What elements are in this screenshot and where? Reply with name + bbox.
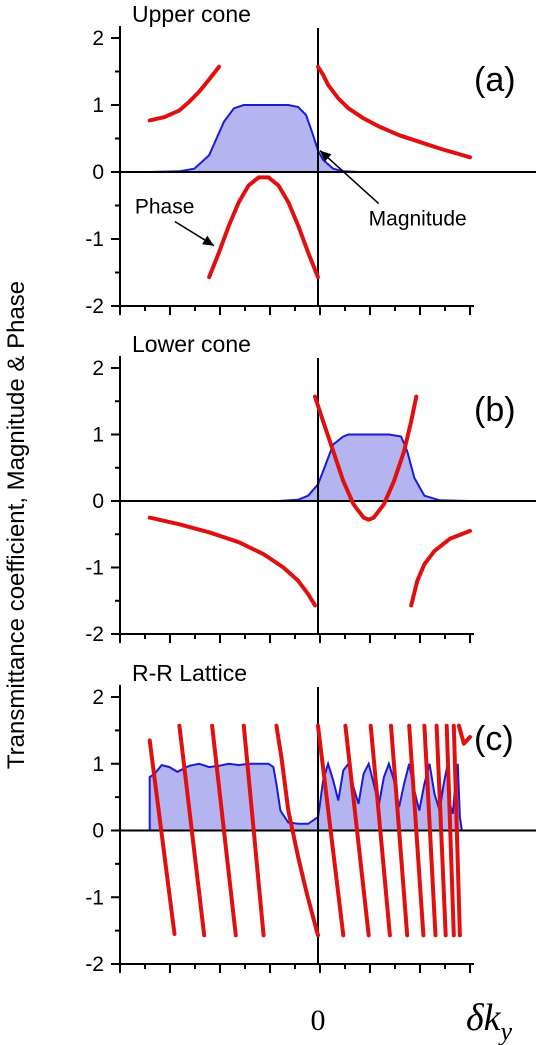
y-tick-label: -1 bbox=[85, 557, 104, 580]
phase-annotation: Phase bbox=[135, 196, 195, 219]
phase-curve-2 bbox=[313, 394, 419, 522]
y-tick-label: 2 bbox=[92, 686, 104, 709]
y-tick-label: -1 bbox=[85, 228, 104, 251]
phase-curve-8 bbox=[368, 723, 392, 938]
x-axis-zero-label: 0 bbox=[311, 1004, 326, 1037]
phase-curve-3 bbox=[210, 723, 238, 938]
panel-title: Upper cone bbox=[132, 1, 251, 27]
phase-curve-1 bbox=[147, 738, 177, 936]
phase-curve-3 bbox=[316, 64, 472, 160]
annotation-arrow-head bbox=[202, 235, 215, 246]
y-tick-label: 0 bbox=[92, 490, 104, 513]
phase-curve-10 bbox=[407, 723, 426, 938]
phase-curve-15 bbox=[456, 723, 472, 746]
y-tick-label: 1 bbox=[92, 753, 104, 776]
figure-labels: Transmittance coefficient, Magnitude & P… bbox=[3, 281, 513, 1045]
magnitude-area bbox=[149, 105, 470, 172]
x-axis-label-main: δk bbox=[466, 997, 502, 1039]
magnitude-area bbox=[149, 434, 470, 501]
phase-curve-9 bbox=[389, 723, 410, 938]
phase-curve-7 bbox=[343, 723, 371, 938]
x-axis-label: δky bbox=[466, 997, 513, 1045]
panel-title: Lower cone bbox=[132, 331, 251, 357]
phase-curve-3 bbox=[409, 528, 472, 608]
magnitude-curve bbox=[148, 760, 463, 831]
y-tick-label: 0 bbox=[92, 820, 104, 843]
y-tick-label: -2 bbox=[85, 953, 104, 976]
phase-curve-1 bbox=[147, 64, 221, 123]
panel-c: -2 -1 0 1 2 R-R Lattice (c) bbox=[85, 660, 536, 976]
y-tick-label: 1 bbox=[92, 424, 104, 447]
panels: -2 -1 0 1 2 Upper cone (a) Phase Magnitude -2 -1 0 1… bbox=[85, 1, 536, 976]
y-tick-label: 0 bbox=[92, 161, 104, 184]
phase-curve-5 bbox=[274, 723, 320, 938]
phase-curve-6 bbox=[316, 723, 346, 938]
panel-title: R-R Lattice bbox=[132, 660, 247, 686]
magnitude-curve bbox=[149, 104, 470, 173]
phase-curve-11 bbox=[422, 723, 438, 938]
phase-curve-2 bbox=[207, 175, 320, 280]
phase-curve-12 bbox=[434, 723, 448, 938]
panel-label: (c) bbox=[474, 720, 514, 758]
phase-curve-2 bbox=[177, 723, 207, 938]
y-tick-label: 2 bbox=[92, 357, 104, 380]
annotation-arrow-line bbox=[319, 150, 380, 205]
y-tick-label: 2 bbox=[92, 27, 104, 50]
y-axis-label: Transmittance coefficient, Magnitude & P… bbox=[3, 281, 30, 769]
y-tick-label: -2 bbox=[85, 295, 104, 318]
y-tick-label: -2 bbox=[85, 623, 104, 646]
panel-a: -2 -1 0 1 2 Upper cone (a) Phase Magnitude bbox=[85, 1, 536, 318]
panel-label: (a) bbox=[474, 61, 516, 99]
magnitude-curve bbox=[149, 433, 471, 502]
annotation-arrow-head bbox=[320, 150, 332, 162]
y-tick-label: 1 bbox=[92, 94, 104, 117]
panel-label: (b) bbox=[474, 391, 516, 429]
y-tick-label: -1 bbox=[85, 886, 104, 909]
magnitude-annotation: Magnitude bbox=[369, 208, 467, 231]
phase-curve-4 bbox=[241, 723, 266, 938]
phase-curve-1 bbox=[147, 515, 317, 608]
phase-curve-14 bbox=[451, 723, 462, 938]
x-axis-label-sub: y bbox=[498, 1017, 513, 1045]
panel-b: -2 -1 0 1 2 Lower cone (b) bbox=[85, 331, 536, 646]
phase-curve-13 bbox=[444, 723, 456, 938]
